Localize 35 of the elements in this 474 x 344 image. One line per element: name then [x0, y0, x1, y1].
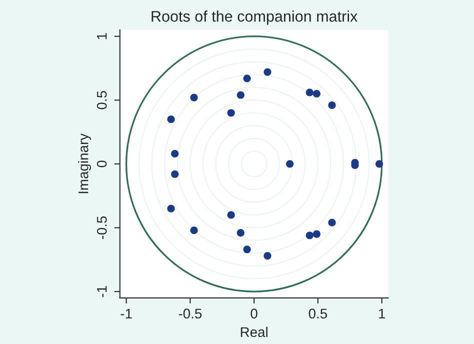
x-tick-label: -1	[120, 308, 132, 318]
x-tick-label: -0.5	[178, 308, 202, 319]
point	[167, 115, 175, 124]
point	[236, 229, 244, 237]
point	[227, 109, 235, 117]
point	[264, 68, 272, 76]
point	[312, 230, 320, 238]
point	[190, 226, 198, 234]
y-tick-label: 0	[96, 160, 107, 168]
point	[264, 252, 272, 260]
point	[190, 94, 198, 102]
point	[328, 218, 336, 226]
x-tick-label: 1	[379, 308, 386, 318]
point	[167, 204, 175, 212]
point	[236, 91, 244, 99]
point	[312, 90, 320, 98]
point	[306, 232, 314, 240]
point	[306, 88, 314, 96]
y-tick-label: -1	[97, 286, 107, 298]
x-axis-title: Real	[240, 326, 268, 338]
x-tick-label: 0.5	[308, 308, 328, 319]
chart-title: Roots of the companion matrix	[152, 10, 358, 25]
point	[243, 74, 251, 82]
x-tick-label: 0	[250, 308, 258, 319]
y-tick-label: -0.5	[96, 216, 107, 240]
point	[243, 246, 251, 254]
y-tick-label: 0.5	[96, 91, 107, 110]
point	[286, 160, 294, 168]
point	[375, 160, 384, 168]
y-tick-label: 1	[97, 33, 107, 40]
y-axis-title: Imaginary	[78, 133, 92, 194]
point	[328, 101, 336, 110]
point	[171, 170, 179, 178]
point	[227, 211, 235, 219]
point	[171, 150, 179, 158]
